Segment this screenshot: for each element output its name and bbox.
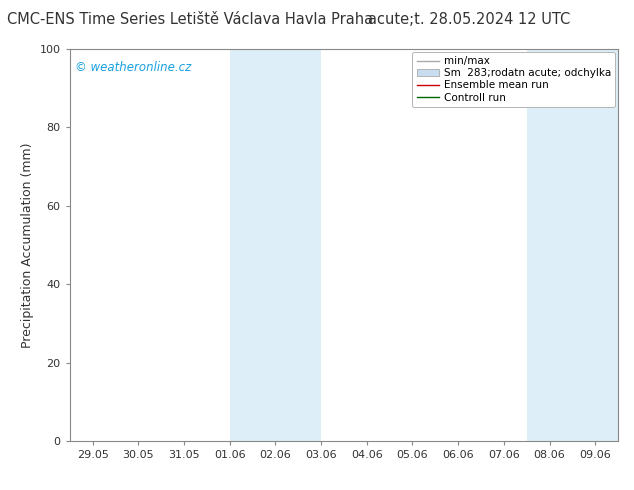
Bar <box>230 49 321 441</box>
Text: CMC-ENS Time Series Letiště Václava Havla Praha: CMC-ENS Time Series Letiště Václava Havl… <box>7 12 373 27</box>
Legend: min/max, Sm  283;rodatn acute; odchylka, Ensemble mean run, Controll run: min/max, Sm 283;rodatn acute; odchylka, … <box>412 52 615 107</box>
Bar <box>527 49 618 441</box>
Y-axis label: Precipitation Accumulation (mm): Precipitation Accumulation (mm) <box>21 142 34 348</box>
Text: acute;t. 28.05.2024 12 UTC: acute;t. 28.05.2024 12 UTC <box>368 12 571 27</box>
Text: © weatheronline.cz: © weatheronline.cz <box>75 61 191 74</box>
